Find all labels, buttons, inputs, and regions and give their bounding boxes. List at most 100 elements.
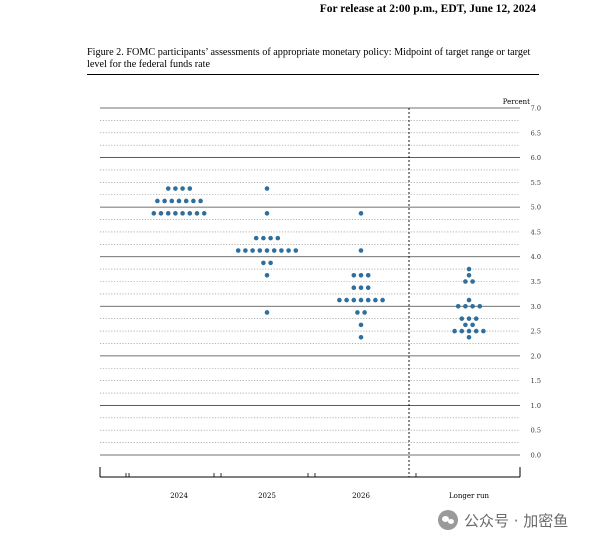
data-dot	[355, 310, 360, 315]
caption-rule	[87, 74, 539, 75]
data-dot	[466, 266, 472, 272]
data-dot	[358, 273, 364, 278]
data-dot	[481, 328, 486, 334]
y-tick-label: 6.0	[531, 154, 541, 162]
data-dot	[264, 211, 270, 216]
data-dot	[365, 285, 371, 290]
x-tick-label: 2026	[352, 492, 370, 500]
data-dot	[351, 273, 357, 278]
y-tick-label: 3.0	[531, 303, 541, 311]
data-dot	[264, 248, 270, 253]
data-dot	[463, 279, 468, 284]
data-dot	[176, 198, 182, 204]
data-dot	[351, 297, 357, 303]
data-dot	[191, 198, 196, 204]
data-dot	[293, 248, 299, 253]
wechat-logo-icon	[438, 510, 458, 530]
data-dot	[463, 322, 468, 328]
data-dot	[473, 328, 479, 334]
data-dot	[466, 328, 472, 334]
y-tick-label: 3.5	[531, 278, 541, 286]
data-dot	[470, 322, 475, 328]
data-dot	[459, 316, 465, 321]
data-dot	[358, 211, 364, 216]
y-tick-label: 2.5	[531, 328, 541, 336]
data-dot	[466, 316, 472, 321]
data-dot	[365, 297, 371, 303]
gridlines	[100, 107, 520, 456]
x-tick-label: 2025	[258, 492, 276, 500]
data-dot	[466, 297, 472, 303]
data-dot	[183, 198, 189, 204]
y-tick-label: 2.0	[531, 352, 541, 360]
data-dot	[358, 285, 364, 290]
y-axis-label: Percent	[503, 98, 530, 106]
data-dot	[455, 303, 461, 309]
data-dot	[201, 211, 207, 216]
x-tick-labels: 2024 2025 2026 Longer run	[170, 492, 489, 500]
data-dot	[253, 235, 259, 241]
data-dot	[337, 297, 342, 303]
data-dot	[151, 211, 157, 216]
data-dot	[250, 248, 255, 253]
x-tick-label: Longer run	[449, 492, 489, 500]
data-dot	[275, 235, 281, 241]
y-tick-label: 7.0	[531, 105, 541, 113]
data-dot	[362, 310, 367, 315]
data-dot	[162, 198, 167, 204]
y-tick-label: 6.5	[531, 129, 541, 137]
data-dot	[358, 248, 364, 253]
data-dot	[380, 297, 385, 303]
axis-frame	[99, 108, 521, 478]
data-dot	[264, 186, 270, 191]
watermark-text: 公众号 · 加密鱼	[464, 511, 569, 530]
y-tick-label: 0.5	[531, 427, 541, 435]
y-tick-label: 5.0	[531, 204, 541, 212]
data-dot	[351, 285, 357, 290]
data-dot	[264, 273, 270, 278]
y-tick-label: 0.0	[531, 452, 541, 460]
data-dot	[358, 322, 364, 328]
data-dot	[165, 211, 171, 216]
y-tick-label: 4.5	[531, 228, 541, 236]
data-dot	[344, 297, 349, 303]
y-tick-label: 1.0	[531, 402, 541, 410]
data-dot	[235, 248, 241, 253]
data-dot	[257, 248, 263, 253]
data-dot	[459, 328, 465, 334]
data-dot	[466, 334, 472, 340]
release-notice: For release at 2:00 p.m., EDT, June 12, …	[319, 3, 536, 15]
y-tick-label: 4.0	[531, 253, 541, 261]
data-dot	[279, 248, 284, 253]
data-dot	[264, 310, 270, 315]
data-dot	[271, 248, 277, 253]
data-dot	[466, 273, 472, 278]
data-dot	[158, 211, 164, 216]
data-dot	[187, 211, 193, 216]
y-tick-label: 1.5	[531, 377, 541, 385]
data-dot	[180, 186, 185, 191]
data-dot	[198, 198, 203, 204]
data-dot	[358, 297, 364, 303]
data-dot	[180, 211, 185, 216]
x-tick-label: 2024	[170, 492, 188, 500]
data-dot	[261, 235, 266, 241]
data-dot	[173, 186, 178, 191]
data-dot	[268, 260, 273, 266]
data-dot	[268, 235, 273, 241]
data-dot	[470, 279, 475, 284]
data-dot	[261, 260, 266, 266]
watermark: 公众号 · 加密鱼	[438, 510, 568, 530]
data-dot	[463, 303, 468, 309]
data-dot	[243, 248, 248, 253]
data-dot	[286, 248, 291, 253]
dot-series	[151, 186, 486, 340]
data-dot	[165, 186, 171, 191]
data-dot	[473, 316, 479, 321]
data-dot	[155, 198, 160, 204]
data-dot	[358, 334, 364, 340]
data-dot	[470, 303, 475, 309]
data-dot	[365, 273, 371, 278]
data-dot	[452, 328, 457, 334]
